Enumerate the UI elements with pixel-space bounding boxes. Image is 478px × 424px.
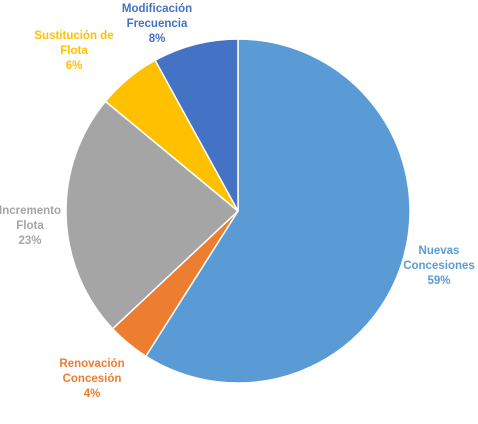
pie-labels: Nuevas Concesiones 59% Renovación Concesión 4… — [0, 3, 475, 400]
data-label-category-line: Concesiones — [403, 260, 475, 272]
data-label-category-line: Frecuencia — [127, 18, 188, 30]
pie-slice-nuevas-concesiones — [144, 38, 411, 384]
data-label-category-line: Renovación — [59, 358, 124, 370]
data-label-renovacion-concesion: Renovación Concesión 4% — [59, 358, 124, 400]
data-label-category-line: Modificación — [122, 3, 192, 15]
data-label-category-line: Incremento — [0, 205, 61, 217]
data-label-percent: 23% — [18, 235, 41, 247]
pie-slices — [65, 38, 411, 384]
data-label-sustitucion-de-flota: Sustitución de Flota 6% — [34, 30, 113, 72]
data-label-category-line: Flota — [16, 220, 44, 232]
data-label-percent: 6% — [66, 60, 83, 72]
data-label-percent: 8% — [149, 33, 166, 45]
data-label-incremento-flota: Incremento Flota 23% — [0, 205, 61, 247]
data-label-category-line: Sustitución de — [34, 30, 113, 42]
data-label-nuevas-concesiones: Nuevas Concesiones 59% — [403, 245, 475, 287]
data-label-percent: 59% — [427, 275, 450, 287]
data-label-modificacion-frecuencia: Modificación Frecuencia 8% — [122, 3, 192, 45]
data-label-percent: 4% — [84, 388, 101, 400]
pie-slice-incremento-flota — [65, 100, 240, 330]
pie-slice-modificacion-frecuencia — [154, 38, 239, 212]
data-label-category-line: Flota — [60, 45, 88, 57]
data-label-category-line: Nuevas — [419, 245, 460, 257]
data-label-category-line: Concesión — [63, 373, 122, 385]
